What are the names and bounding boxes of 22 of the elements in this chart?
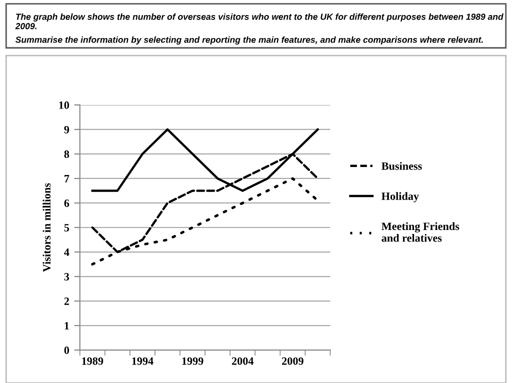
y-tick-label: 0 [64,346,70,354]
y-tick-label: 1 [64,322,69,330]
y-tick-label: 7 [64,175,70,182]
y-tick-label: 10 [59,101,70,109]
x-tick-label: 2004 [232,357,254,365]
chart-subtitle: Summarise the information by selecting and reporting the main features, and make comparisons where relevant. [15,36,483,45]
y-tick-label: 4 [64,248,70,256]
y-tick-label: 3 [64,273,70,280]
x-tick-label: 1994 [132,357,154,365]
y-axis-title: Visitors in millions [42,183,51,272]
x-tick-label: 1989 [82,357,104,365]
y-tick-label: 2 [64,298,69,305]
legend-label: Meeting Friends and relatives [382,222,460,242]
chart-title: The graph below shows the number of overseas visitors who went to the UK for different purposes between 1989 and 2009. [15,13,504,30]
y-tick-label: 8 [64,150,70,158]
y-tick-label: 9 [64,126,70,134]
legend-label: Business [382,162,422,170]
x-tick-label: 1999 [182,357,204,365]
y-tick-label: 6 [64,199,70,207]
y-tick-label: 5 [64,224,70,232]
legend-label: Holiday [382,192,419,202]
x-tick-label: 2009 [282,357,304,365]
